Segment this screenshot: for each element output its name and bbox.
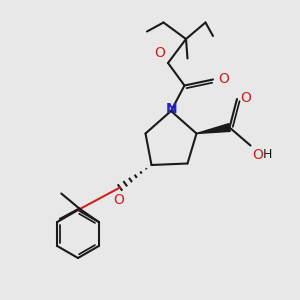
Text: N: N: [166, 102, 177, 116]
Text: O: O: [113, 193, 124, 207]
Text: O: O: [154, 46, 165, 60]
Text: H: H: [263, 148, 272, 161]
Polygon shape: [196, 124, 230, 134]
Text: O: O: [218, 72, 229, 86]
Text: O: O: [240, 91, 251, 104]
Text: O: O: [252, 148, 263, 162]
